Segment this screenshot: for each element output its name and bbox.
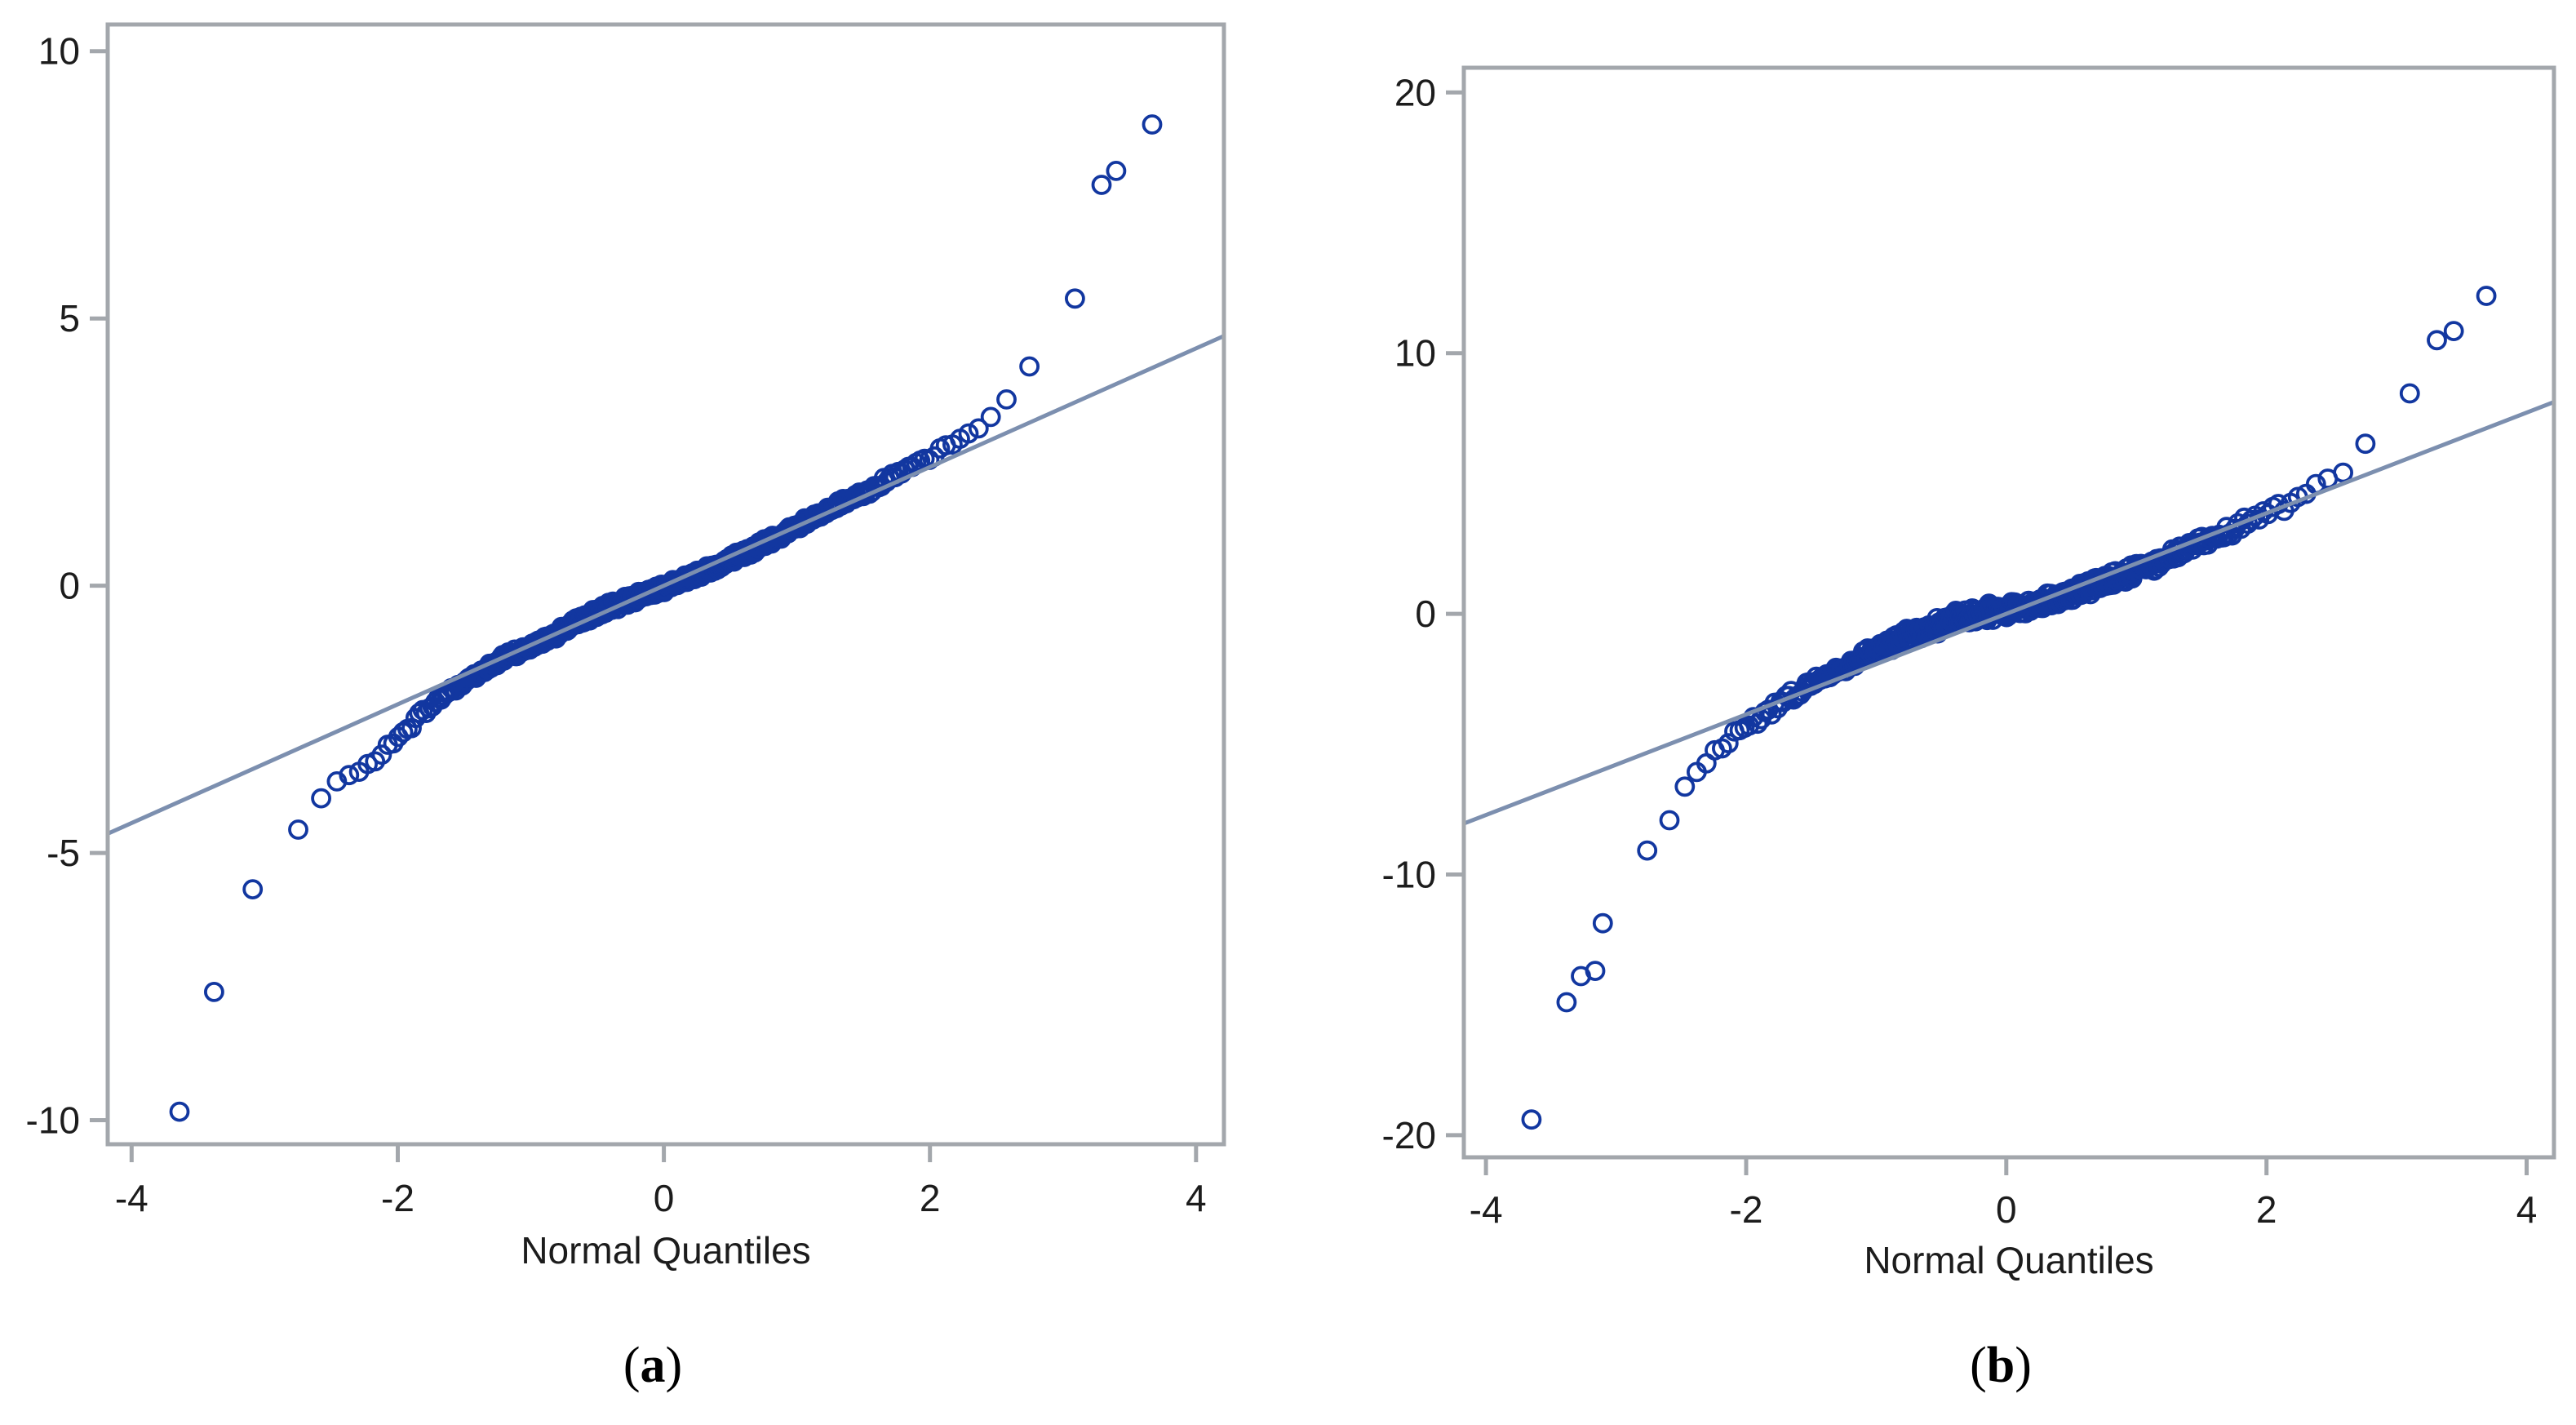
data-point xyxy=(1065,288,1085,309)
axis-ticks xyxy=(1446,90,2529,1175)
outlier-point xyxy=(1521,1109,1542,1130)
x-tick-label: -2 xyxy=(381,1177,415,1219)
data-point xyxy=(1592,912,1613,934)
data-point xyxy=(2333,462,2354,483)
data-point xyxy=(980,406,1001,428)
outlier-point xyxy=(2476,286,2497,306)
outlier-point xyxy=(1091,175,1112,195)
x-axis-label: Normal Quantiles xyxy=(1864,1239,2153,1281)
data-point xyxy=(2355,433,2376,455)
y-tick-label: 5 xyxy=(59,297,80,340)
x-tick-label: -4 xyxy=(1470,1188,1503,1231)
x-tick-label: 2 xyxy=(2256,1188,2277,1231)
outlier-point xyxy=(1585,961,1606,981)
outlier-point xyxy=(203,982,224,1002)
scatter-points xyxy=(1521,286,2497,1130)
data-point xyxy=(958,423,979,444)
y-tick-label: 10 xyxy=(1394,332,1436,375)
data-point xyxy=(339,765,360,786)
x-tick-label: 4 xyxy=(1186,1177,1207,1219)
data-point xyxy=(288,819,308,840)
y-tick-label: -10 xyxy=(26,1099,80,1142)
y-tick-label: 20 xyxy=(1394,71,1436,113)
data-point xyxy=(1718,733,1739,754)
y-tick-label: -20 xyxy=(1382,1114,1436,1156)
outlier-point xyxy=(1556,992,1577,1013)
data-point xyxy=(1659,810,1680,831)
x-tick-label: 4 xyxy=(2516,1188,2538,1231)
axis-tick-labels: -4 -2 0 2 4 10 5 0 -5 -10 xyxy=(26,30,1207,1219)
data-point xyxy=(968,418,989,439)
y-tick-label: 10 xyxy=(38,30,80,73)
data-point xyxy=(1637,840,1658,861)
y-tick-label: 0 xyxy=(59,565,80,607)
x-tick-label: -4 xyxy=(115,1177,149,1219)
outlier-point xyxy=(2443,321,2464,342)
outlier-point xyxy=(2427,330,2447,351)
x-tick-label: 0 xyxy=(1996,1188,2017,1231)
outlier-point xyxy=(1106,160,1127,181)
y-tick-label: 0 xyxy=(1415,593,1436,635)
x-tick-label: 0 xyxy=(654,1177,675,1219)
data-point xyxy=(996,388,1017,410)
x-tick-label: 2 xyxy=(920,1177,941,1219)
data-point xyxy=(1674,776,1696,797)
outlier-point xyxy=(1142,114,1163,135)
panel-caption: (a) xyxy=(623,1338,682,1393)
x-axis-label: Normal Quantiles xyxy=(521,1229,810,1272)
x-tick-label: -2 xyxy=(1730,1188,1763,1231)
data-point xyxy=(371,744,392,766)
data-point xyxy=(242,879,264,899)
reference-line xyxy=(1463,400,2555,826)
outlier-point xyxy=(169,1101,190,1122)
axis-ticks xyxy=(90,49,1199,1162)
data-point xyxy=(311,788,332,809)
panel-caption: (b) xyxy=(1970,1338,2032,1393)
data-point xyxy=(1019,356,1040,377)
qq-panel-a: -4 -2 0 2 4 10 5 0 -5 -10 Normal Quantiles (a) xyxy=(26,22,1226,1393)
y-tick-label: -5 xyxy=(47,832,80,874)
reference-line xyxy=(106,334,1226,836)
y-tick-label: -10 xyxy=(1382,854,1436,896)
data-point xyxy=(365,751,386,772)
data-point xyxy=(2399,383,2420,404)
